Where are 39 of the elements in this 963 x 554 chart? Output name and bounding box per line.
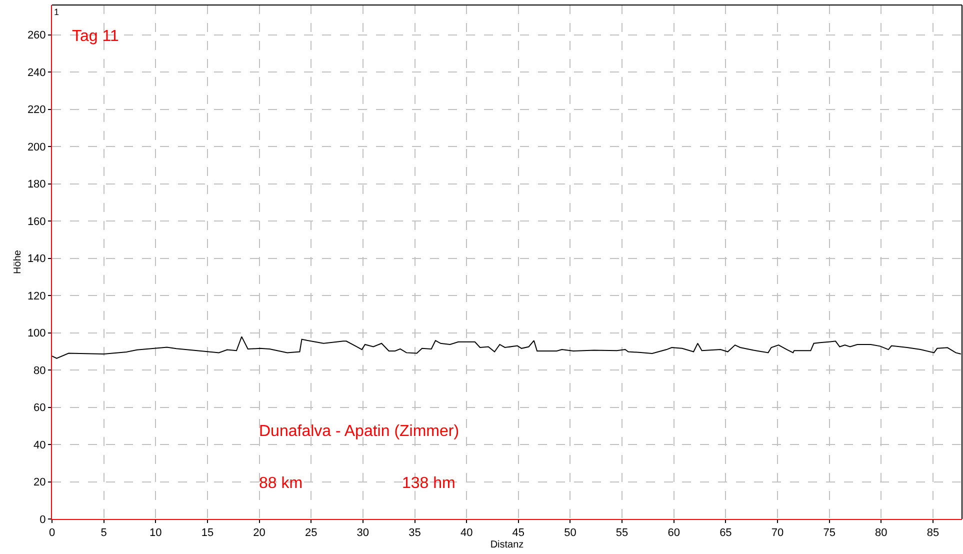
x-tick-label: 15 (201, 527, 214, 540)
x-tick-label: 75 (823, 527, 836, 540)
x-tick-label: 35 (408, 527, 421, 540)
x-tick-label: 50 (564, 527, 576, 540)
y-tick-label: 220 (27, 104, 46, 116)
y-tick-label: 240 (27, 66, 46, 79)
y-tick-label: 0 (40, 514, 46, 526)
y-tick-label: 100 (27, 328, 46, 340)
x-tick-label: 80 (875, 527, 888, 540)
x-tick-label: 20 (253, 527, 266, 540)
x-tick-label: 85 (926, 527, 940, 540)
y-tick-label: 200 (27, 141, 46, 154)
y-axis-title: Höhe (12, 250, 24, 274)
annotation: 1 (54, 7, 60, 17)
x-tick-label: 0 (48, 527, 56, 540)
x-tick-label: 55 (616, 527, 628, 540)
y-tick-label: 80 (34, 364, 46, 377)
y-tick-label: 180 (27, 178, 46, 191)
y-tick-label: 60 (34, 402, 46, 414)
x-axis-title: Distanz (490, 540, 524, 551)
x-tick-label: 5 (100, 527, 107, 540)
x-tick-label: 40 (460, 527, 473, 540)
x-tick-label: 60 (668, 527, 680, 540)
annotation: Dunafalva - Apatin (Zimmer) (259, 423, 460, 440)
x-tick-label: 10 (150, 527, 162, 540)
y-tick-label: 260 (27, 30, 46, 42)
x-tick-label: 65 (720, 527, 732, 540)
x-tick-label: 30 (356, 527, 370, 540)
x-tick-label: 25 (304, 527, 318, 540)
y-tick-label: 40 (34, 439, 46, 452)
y-tick-label: 120 (27, 290, 46, 302)
x-tick-label: 45 (512, 527, 525, 540)
annotation: 88 km (259, 475, 303, 492)
y-tick-label: 160 (27, 216, 46, 228)
x-tick-label: 70 (771, 527, 784, 540)
annotation: 138 hm (402, 475, 456, 492)
annotation: Tag 11 (72, 28, 119, 45)
y-tick-label: 140 (27, 253, 46, 266)
y-tick-label: 20 (34, 476, 46, 489)
